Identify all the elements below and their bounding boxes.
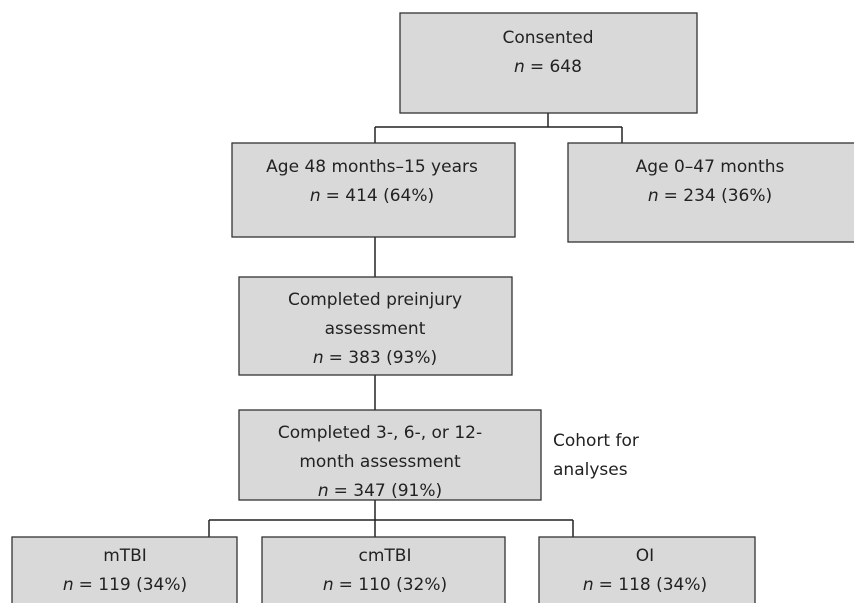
node-box [11,536,238,603]
node-label: Age 48 months–15 years [266,157,478,177]
n-symbol: n [310,186,321,206]
node-label: OI [636,546,654,566]
node-count-line: n = 110 (32%) [323,575,447,595]
connectors [208,113,623,537]
node-count: = 648 [530,57,582,77]
node-count: = 414 (64%) [326,186,435,206]
node-count: = 383 (93%) [329,348,438,368]
annotation: analyses [553,460,628,480]
node-count: = 118 (34%) [599,575,708,595]
node-count-line: n = 648 [514,57,582,77]
node: cmTBI n = 110 (32%) [261,536,506,603]
node-box [567,142,854,243]
node-box [538,536,756,603]
node-label: Consented [502,28,593,48]
n-symbol: n [63,575,74,595]
node-count: = 110 (32%) [339,575,448,595]
node-label: Completed preinjury [288,290,462,310]
node-label: assessment [325,319,426,339]
node-count-line: n = 234 (36%) [648,186,772,206]
annotation: Cohort for [553,431,639,451]
node-count: = 347 (91%) [334,481,443,501]
node-box [261,536,506,603]
node-label: Completed 3-, 6-, or 12- [278,423,482,443]
node: Consented n = 648 [399,12,698,114]
node: Age 0–47 months n = 234 (36%) [567,142,854,243]
node-box [238,276,513,376]
node-label: mTBI [103,546,147,566]
node-count-line: n = 414 (64%) [310,186,434,206]
node-label: month assessment [299,452,461,472]
n-symbol: n [318,481,329,501]
node-box [231,142,516,238]
n-symbol: n [648,186,659,206]
n-symbol: n [583,575,594,595]
node-count-line: n = 383 (93%) [313,348,437,368]
node-count: = 119 (34%) [79,575,188,595]
n-symbol: n [514,57,525,77]
node-count-line: n = 119 (34%) [63,575,187,595]
n-symbol: n [323,575,334,595]
node-count: = 234 (36%) [664,186,773,206]
node-box [238,409,542,501]
node: OI n = 118 (34%) [538,536,756,603]
node: Age 48 months–15 years n = 414 (64%) [231,142,516,238]
node: Completed 3-, 6-, or 12- month assessment… [238,409,542,501]
node-count-line: n = 347 (91%) [318,481,442,501]
node-label: Age 0–47 months [636,157,785,177]
node-box [399,12,698,114]
n-symbol: n [313,348,324,368]
node-count-line: n = 118 (34%) [583,575,707,595]
node: mTBI n = 119 (34%) [11,536,238,603]
node-label: cmTBI [359,546,412,566]
